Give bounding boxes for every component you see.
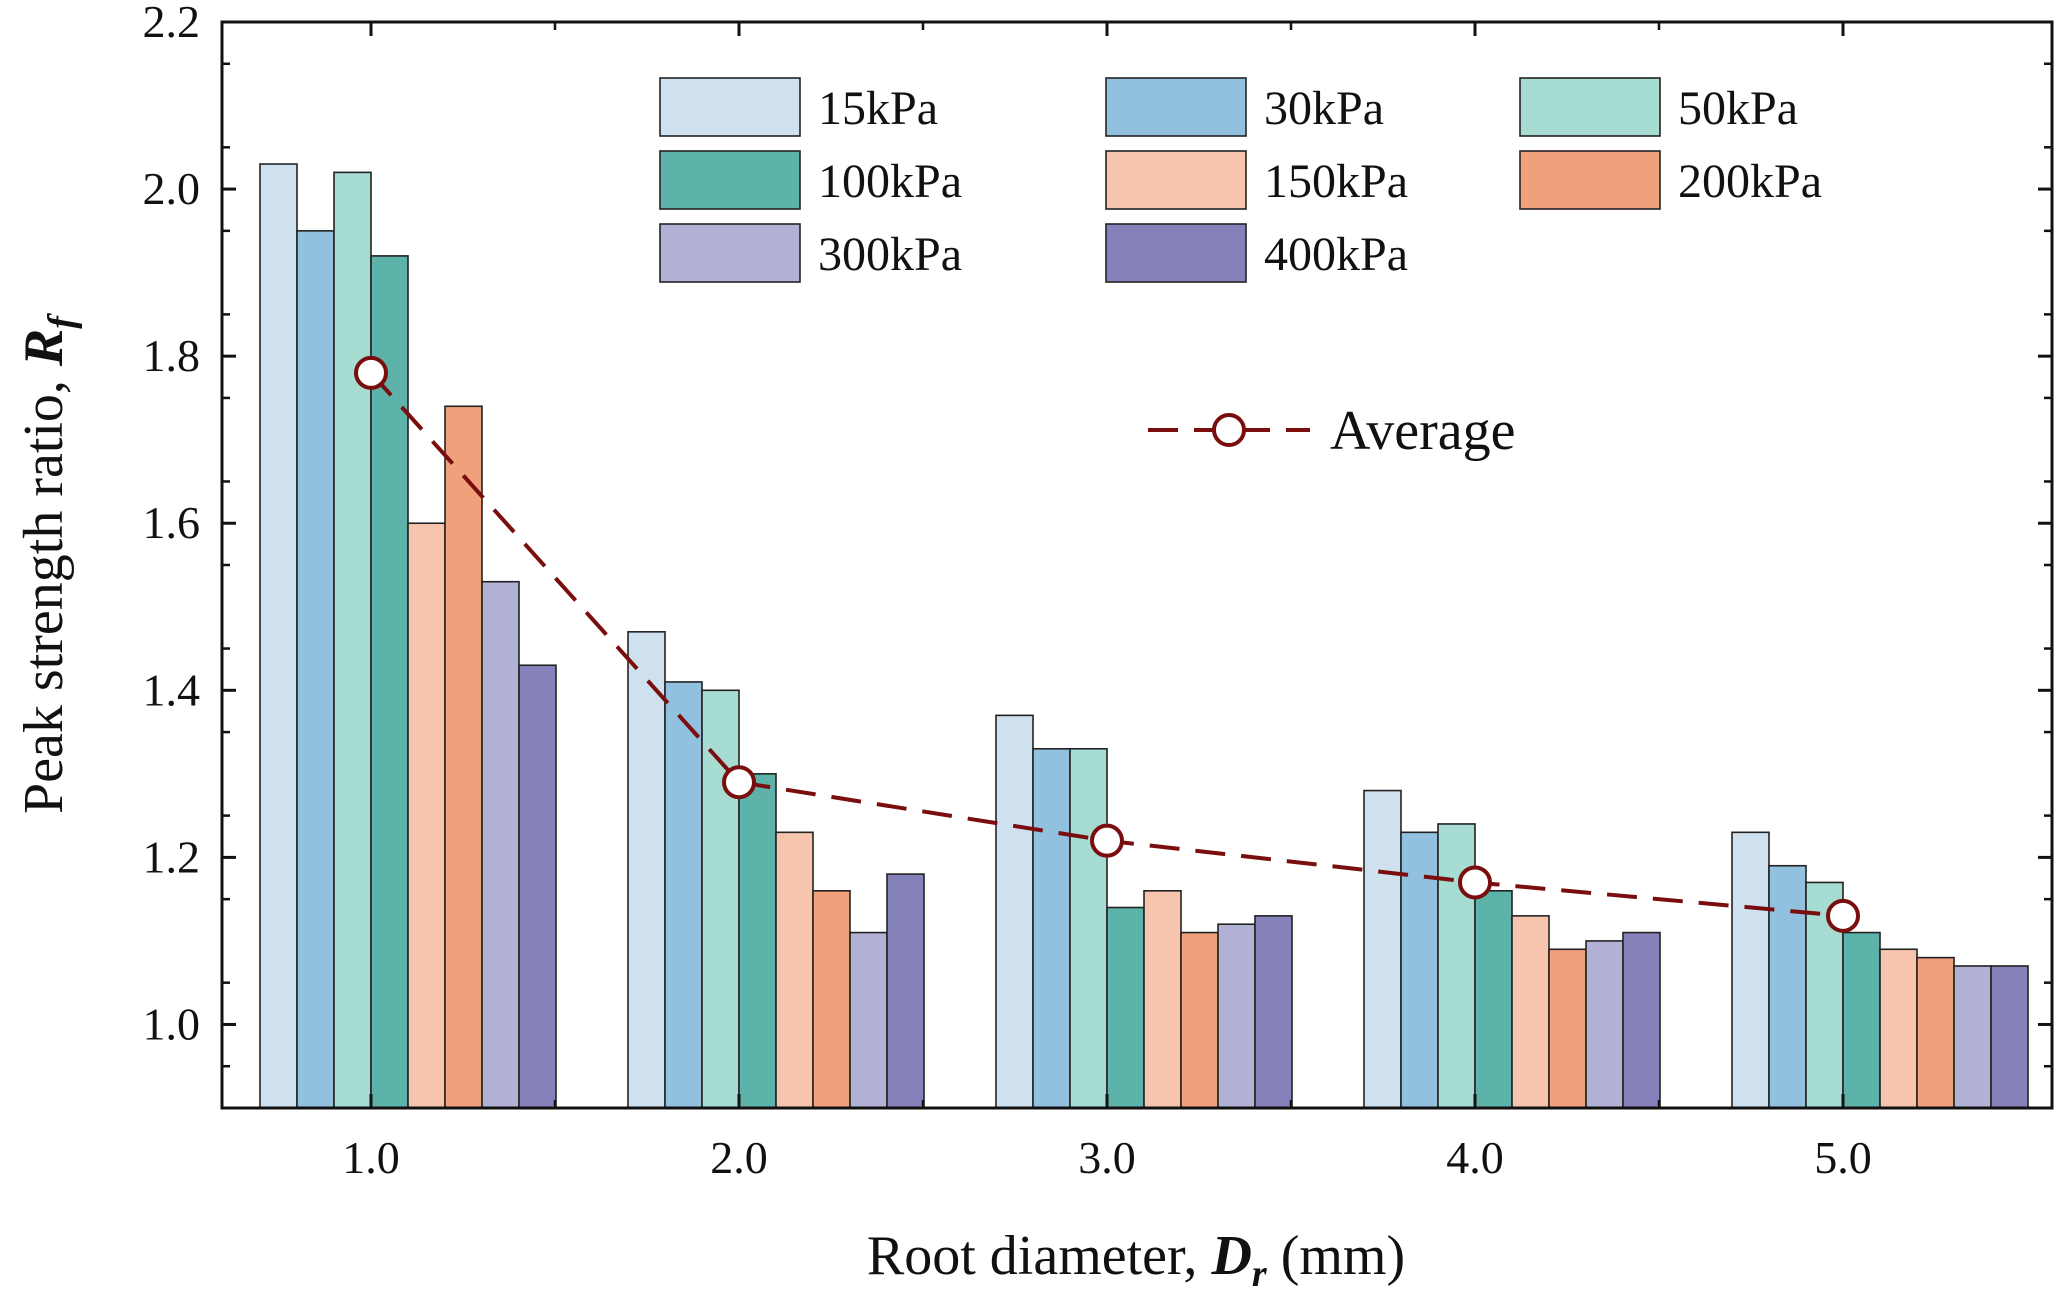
legend-swatch-300kPa bbox=[659, 223, 801, 283]
bar-30kPa-5.0 bbox=[1768, 864, 1807, 1109]
bar-30kPa-3.0 bbox=[1032, 747, 1071, 1109]
legend: 15kPa 30kPa 50kPa 100kPa 150kPa 200kPa 300kPa 4… bbox=[659, 77, 1822, 462]
bar-100kPa-5.0 bbox=[1842, 931, 1881, 1109]
y-axis-title-main: Peak strength ratio, bbox=[13, 366, 75, 814]
x-axis-title-symbol: D bbox=[1210, 1225, 1251, 1287]
bar-400kPa-4.0 bbox=[1622, 931, 1661, 1109]
legend-swatch-400kPa bbox=[1105, 223, 1247, 283]
legend-label-200kPa: 200kPa bbox=[1678, 155, 1822, 208]
y-tick-label: 2.0 bbox=[143, 163, 201, 214]
legend-label-100kPa: 100kPa bbox=[818, 155, 962, 208]
bar-150kPa-1.0 bbox=[407, 522, 446, 1109]
bar-15kPa-5.0 bbox=[1731, 831, 1770, 1109]
bar-200kPa-2.0 bbox=[812, 889, 851, 1109]
average-marker-4.0 bbox=[1458, 865, 1492, 900]
y-tick-label: 1.4 bbox=[143, 664, 201, 715]
average-marker-1.0 bbox=[354, 355, 388, 390]
bar-15kPa-3.0 bbox=[995, 714, 1034, 1109]
legend-swatch-50kPa bbox=[1519, 77, 1661, 137]
bar-50kPa-1.0 bbox=[333, 171, 372, 1109]
bar-150kPa-4.0 bbox=[1511, 915, 1550, 1109]
legend-swatch-200kPa bbox=[1519, 150, 1661, 210]
x-axis-title-subscript: r bbox=[1252, 1253, 1268, 1295]
bar-150kPa-3.0 bbox=[1143, 889, 1182, 1109]
y-tick-label: 1.0 bbox=[143, 998, 201, 1049]
bar-100kPa-4.0 bbox=[1474, 889, 1513, 1109]
bar-50kPa-2.0 bbox=[701, 689, 740, 1109]
bar-15kPa-1.0 bbox=[259, 163, 298, 1109]
legend-label-15kPa: 15kPa bbox=[818, 82, 938, 135]
bar-100kPa-3.0 bbox=[1106, 906, 1145, 1109]
bar-150kPa-2.0 bbox=[775, 831, 814, 1109]
legend-label-50kPa: 50kPa bbox=[1678, 82, 1798, 135]
x-tick-label: 2.0 bbox=[710, 1132, 768, 1183]
legend-swatch-150kPa bbox=[1105, 150, 1247, 210]
bar-300kPa-4.0 bbox=[1585, 940, 1624, 1109]
bar-30kPa-2.0 bbox=[664, 681, 703, 1109]
legend-label-150kPa: 150kPa bbox=[1264, 155, 1408, 208]
x-axis-title-main: Root diameter, bbox=[867, 1225, 1212, 1287]
y-axis-title: Peak strength ratio, Rf bbox=[13, 313, 83, 814]
bar-400kPa-1.0 bbox=[518, 664, 557, 1109]
bar-200kPa-5.0 bbox=[1916, 956, 1955, 1109]
legend-swatch-100kPa bbox=[659, 150, 801, 210]
bar-100kPa-2.0 bbox=[738, 773, 777, 1109]
bar-200kPa-4.0 bbox=[1548, 948, 1587, 1109]
legend-label-300kPa: 300kPa bbox=[818, 228, 962, 281]
bar-30kPa-1.0 bbox=[296, 230, 335, 1109]
legend-average-label: Average bbox=[1330, 400, 1516, 462]
y-axis-title-symbol: R bbox=[13, 329, 75, 367]
bar-200kPa-1.0 bbox=[444, 405, 483, 1109]
bar-300kPa-1.0 bbox=[481, 580, 520, 1109]
bar-50kPa-3.0 bbox=[1069, 747, 1108, 1109]
average-series bbox=[354, 355, 1860, 933]
legend-swatch-15kPa bbox=[659, 77, 801, 137]
legend-label-400kPa: 400kPa bbox=[1264, 228, 1408, 281]
bars-layer bbox=[259, 163, 2029, 1109]
average-marker-5.0 bbox=[1826, 898, 1860, 933]
average-marker-2.0 bbox=[722, 765, 756, 800]
bar-300kPa-5.0 bbox=[1953, 965, 1992, 1109]
bar-15kPa-2.0 bbox=[627, 631, 666, 1109]
y-tick-label: 2.2 bbox=[143, 0, 201, 47]
bar-300kPa-2.0 bbox=[849, 931, 888, 1109]
bar-400kPa-3.0 bbox=[1254, 915, 1293, 1109]
bar-150kPa-5.0 bbox=[1879, 948, 1918, 1109]
legend-label-30kPa: 30kPa bbox=[1264, 82, 1384, 135]
y-tick-label: 1.2 bbox=[143, 831, 201, 882]
x-axis-title-tail: (mm) bbox=[1267, 1225, 1405, 1287]
bar-300kPa-3.0 bbox=[1217, 923, 1256, 1109]
y-axis-title-subscript: f bbox=[41, 313, 83, 329]
y-tick-label: 1.8 bbox=[143, 330, 201, 381]
bar-200kPa-3.0 bbox=[1180, 931, 1219, 1109]
x-tick-label: 3.0 bbox=[1078, 1132, 1136, 1183]
bar-400kPa-5.0 bbox=[1990, 965, 2029, 1109]
bar-400kPa-2.0 bbox=[886, 873, 925, 1109]
x-tick-label: 4.0 bbox=[1446, 1132, 1504, 1183]
x-axis-title: Root diameter, Dr (mm) bbox=[867, 1225, 1405, 1295]
bar-15kPa-4.0 bbox=[1363, 789, 1402, 1109]
average-marker-3.0 bbox=[1090, 823, 1124, 858]
y-tick-label: 1.6 bbox=[143, 497, 201, 548]
x-tick-label: 5.0 bbox=[1814, 1132, 1872, 1183]
legend-swatch-30kPa bbox=[1105, 77, 1247, 137]
axis-ticks: 1.0 1.2 1.4 1.6 1.8 2.0 2.2 1.0 2.0 3.0 4.0 5.0 bbox=[143, 0, 2052, 1183]
x-tick-label: 1.0 bbox=[342, 1132, 400, 1183]
legend-average-marker bbox=[1212, 413, 1246, 447]
